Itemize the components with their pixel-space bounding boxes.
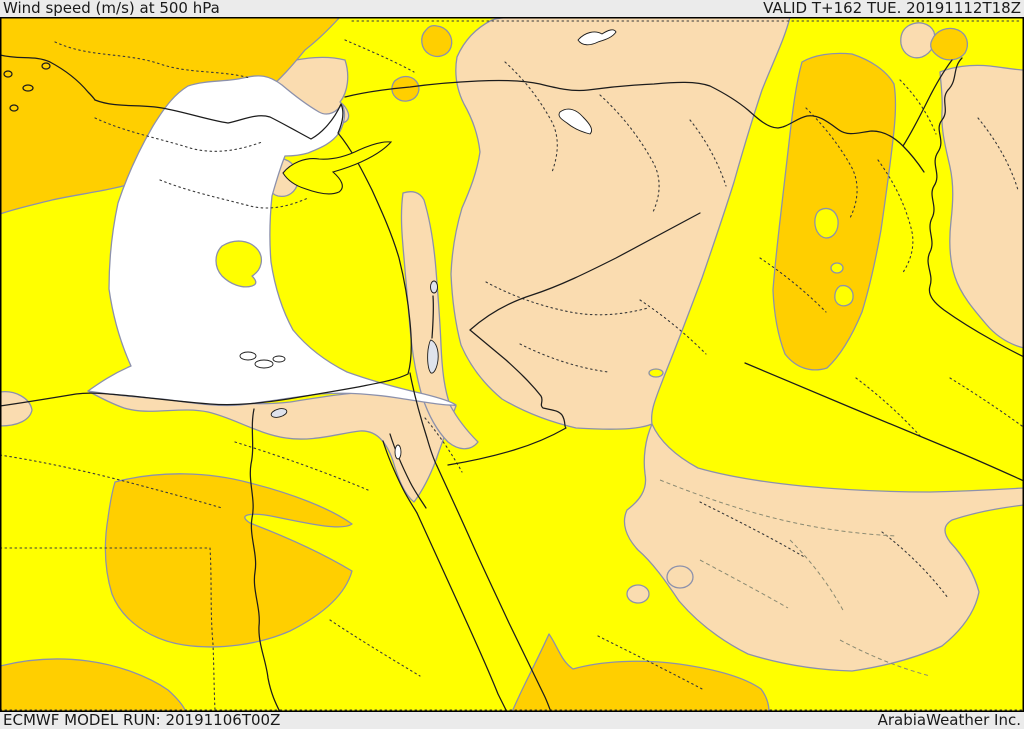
high-band-sw-corner (0, 658, 187, 712)
low-band-zagros (939, 64, 1024, 349)
sea-of-galilee (430, 280, 438, 294)
iraq-iran-border (927, 57, 1024, 358)
aegean-island-2 (22, 84, 34, 92)
model-run-label: ECMWF MODEL RUN: 20191106T00Z (3, 711, 281, 729)
bitter-lakes (394, 444, 402, 460)
low-band-satellite-1 (666, 565, 694, 589)
moderate-hole-in-low (215, 240, 263, 288)
coastlines-country-borders (0, 54, 1024, 712)
aegean-island-1 (3, 70, 13, 78)
admin-boundaries (0, 20, 1024, 711)
high-band-blob-1 (421, 24, 453, 58)
valid-time-label: VALID T+162 TUE. 20191112T18Z (763, 0, 1021, 17)
contour-hole-2 (830, 262, 844, 274)
contour-hole-4 (648, 368, 664, 378)
gulf-of-suez-east (382, 440, 418, 514)
map-title-bar: Wind speed (m/s) at 500 hPa VALID T+162 … (0, 0, 1024, 17)
nile-delta-lagoon-1 (239, 351, 257, 361)
credit-label: ArabiaWeather Inc. (877, 711, 1021, 729)
low-band-egypt-coast (87, 390, 457, 503)
low-band-levant-arabia (450, 17, 1024, 672)
contour-hole-1 (814, 207, 839, 239)
lowest-band-mediterranean (87, 75, 457, 407)
nile-delta-lagoon-2 (254, 359, 274, 369)
water-bodies (239, 29, 617, 460)
egypt-israel-border (409, 372, 438, 467)
mediterranean-coastline (0, 99, 412, 407)
wind-speed-map-canvas (0, 17, 1024, 712)
lake-qarun (270, 408, 288, 418)
high-band-bottom-centre (511, 633, 770, 712)
gulf-of-suez-west (389, 433, 427, 509)
cyprus-island (282, 141, 393, 195)
lake-se-turkey (577, 29, 617, 46)
turkey-syria-border (344, 79, 925, 173)
syria-iraq-border (469, 212, 701, 331)
aegean-coastline (0, 54, 96, 101)
aegean-island-4 (9, 104, 19, 112)
contour-hole-3 (834, 284, 854, 307)
saudi-iraq-border (744, 362, 1024, 482)
dead-sea (427, 339, 439, 374)
jordan-borders (447, 329, 567, 466)
aegean-island-3 (41, 62, 51, 70)
low-band-left-sliver (0, 391, 33, 427)
jordan-river (431, 295, 435, 339)
high-band-egypt (104, 473, 353, 648)
high-band-blob-3 (930, 27, 969, 61)
low-band-satellite-2 (626, 584, 650, 604)
border-ne-branch (902, 59, 953, 147)
red-sea-west-coast (416, 512, 508, 712)
low-band-blob-ne (900, 22, 936, 59)
model-info-bar: ECMWF MODEL RUN: 20191106T00Z ArabiaWeat… (0, 712, 1024, 729)
map-title: Wind speed (m/s) at 500 hPa (3, 0, 220, 17)
lake-assad (558, 108, 593, 135)
nile-river (249, 408, 281, 712)
nile-delta-lagoon-3 (272, 355, 286, 363)
high-band-blob-2 (391, 75, 420, 102)
wind-contour-regions (0, 17, 1024, 712)
red-sea-east-coast (436, 465, 552, 712)
weather-map (0, 17, 1024, 712)
map-frame (0, 17, 1024, 712)
